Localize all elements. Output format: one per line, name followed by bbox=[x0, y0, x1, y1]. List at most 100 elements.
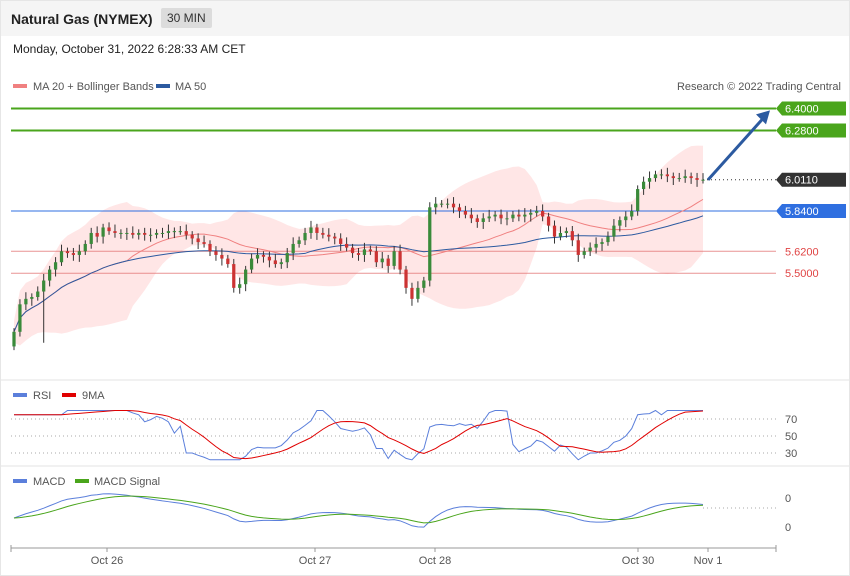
ma20-legend-swatch bbox=[13, 84, 27, 88]
candle-body bbox=[404, 269, 408, 288]
support-label: 5.6200 bbox=[785, 246, 819, 258]
candle-body bbox=[564, 231, 569, 233]
candle-body bbox=[220, 254, 224, 259]
candle-body bbox=[517, 214, 521, 217]
macd-line bbox=[13, 493, 704, 528]
support-label: 5.5000 bbox=[785, 268, 819, 280]
candle-body bbox=[683, 176, 687, 179]
candle-body bbox=[184, 231, 188, 235]
rsi-ma-line bbox=[14, 410, 704, 460]
candle-body bbox=[463, 211, 468, 215]
candle-body bbox=[83, 243, 87, 252]
candlesticks bbox=[12, 167, 705, 351]
candle-body bbox=[131, 232, 135, 235]
rsi-legend-swatch bbox=[13, 393, 27, 397]
candle-body bbox=[647, 178, 652, 182]
candle-body bbox=[208, 243, 212, 252]
candle-body bbox=[321, 232, 325, 235]
rsi-tick-label: 30 bbox=[785, 448, 797, 460]
last-tag bbox=[776, 172, 846, 187]
candle-body bbox=[552, 225, 557, 237]
candle-body bbox=[410, 287, 414, 299]
candle-body bbox=[475, 218, 479, 222]
candle-body bbox=[339, 238, 343, 244]
candle-body bbox=[143, 232, 147, 235]
candle-body bbox=[345, 243, 349, 248]
candle-body bbox=[160, 232, 165, 234]
candle-body bbox=[671, 176, 675, 179]
candle-body bbox=[350, 247, 355, 254]
pivot-tag bbox=[776, 204, 846, 218]
candle-body bbox=[71, 253, 76, 255]
chart-datetime: Monday, October 31, 2022 6:28:33 AM CET bbox=[13, 42, 246, 56]
candle-body bbox=[416, 287, 420, 299]
candle-body bbox=[12, 331, 16, 347]
candle-body bbox=[362, 249, 367, 255]
candle-body bbox=[53, 262, 58, 270]
candle-body bbox=[125, 232, 129, 234]
candle-body bbox=[48, 269, 52, 281]
forecast-arrow-shaft bbox=[706, 116, 766, 181]
ma50-legend-label: MA 50 bbox=[175, 81, 206, 93]
candle-body bbox=[273, 260, 277, 265]
resistance-tag bbox=[776, 123, 846, 138]
x-axis: Oct 26 Oct 27 Oct 28 Oct 30 Nov 1 bbox=[10, 545, 777, 567]
candle-body bbox=[535, 211, 539, 213]
candle-body bbox=[558, 232, 563, 237]
candle-body bbox=[487, 216, 491, 219]
candle-body bbox=[594, 243, 598, 248]
candle-body bbox=[546, 216, 551, 226]
candle-body bbox=[333, 236, 337, 239]
candle-body bbox=[653, 174, 658, 179]
candle-body bbox=[398, 251, 402, 270]
candle-body bbox=[214, 251, 218, 255]
candle-body bbox=[303, 232, 307, 241]
candle-body bbox=[315, 227, 319, 233]
candle-body bbox=[630, 211, 634, 217]
x-tick-label: Oct 30 bbox=[622, 555, 654, 567]
candle-body bbox=[119, 232, 123, 234]
candle-body bbox=[249, 258, 254, 270]
candle-body bbox=[89, 232, 93, 244]
rsi-tick-label: 50 bbox=[785, 431, 797, 443]
price-levels: 6.4000 6.2800 6.0110 5.8400 5.6200 5.5000 bbox=[11, 101, 846, 280]
macd-signal-legend-swatch bbox=[75, 479, 89, 483]
resistance-label: 6.2800 bbox=[785, 125, 819, 137]
candle-body bbox=[582, 251, 586, 255]
candle-body bbox=[107, 227, 111, 232]
forecast-arrow-head bbox=[756, 110, 770, 125]
rsi-tick-label: 70 bbox=[785, 414, 797, 426]
candle-body bbox=[368, 249, 372, 252]
candle-body bbox=[659, 174, 664, 176]
candle-body bbox=[570, 231, 574, 241]
ma20-legend-label: MA 20 + Bollinger Bands bbox=[33, 81, 154, 93]
candle-body bbox=[59, 251, 64, 263]
candle-body bbox=[95, 232, 99, 237]
chart-header: Natural Gas (NYMEX) 30 MIN bbox=[1, 1, 849, 36]
candle-body bbox=[695, 178, 699, 180]
candle-body bbox=[356, 253, 361, 255]
candle-body bbox=[445, 203, 450, 205]
forecast-arrow bbox=[706, 110, 770, 181]
candle-body bbox=[30, 297, 34, 299]
timeframe-button[interactable]: 30 MIN bbox=[161, 8, 212, 28]
candle-body bbox=[297, 240, 301, 244]
ma50-line bbox=[13, 215, 704, 332]
candle-body bbox=[24, 298, 28, 305]
candle-body bbox=[148, 234, 153, 236]
macd-legend-label: MACD bbox=[33, 476, 65, 488]
candle-body bbox=[65, 251, 70, 254]
credit-text: Research © 2022 Trading Central bbox=[677, 81, 841, 93]
candle-body bbox=[386, 258, 390, 266]
macd-signal-line bbox=[13, 495, 704, 524]
candle-body bbox=[469, 214, 473, 219]
candle-body bbox=[624, 216, 628, 221]
candle-body bbox=[451, 203, 456, 208]
candle-body bbox=[481, 218, 485, 222]
candle-body bbox=[434, 203, 438, 208]
candle-body bbox=[196, 238, 200, 243]
candle-body bbox=[612, 225, 616, 237]
x-tick-label: Nov 1 bbox=[694, 555, 723, 567]
candle-body bbox=[285, 253, 289, 263]
